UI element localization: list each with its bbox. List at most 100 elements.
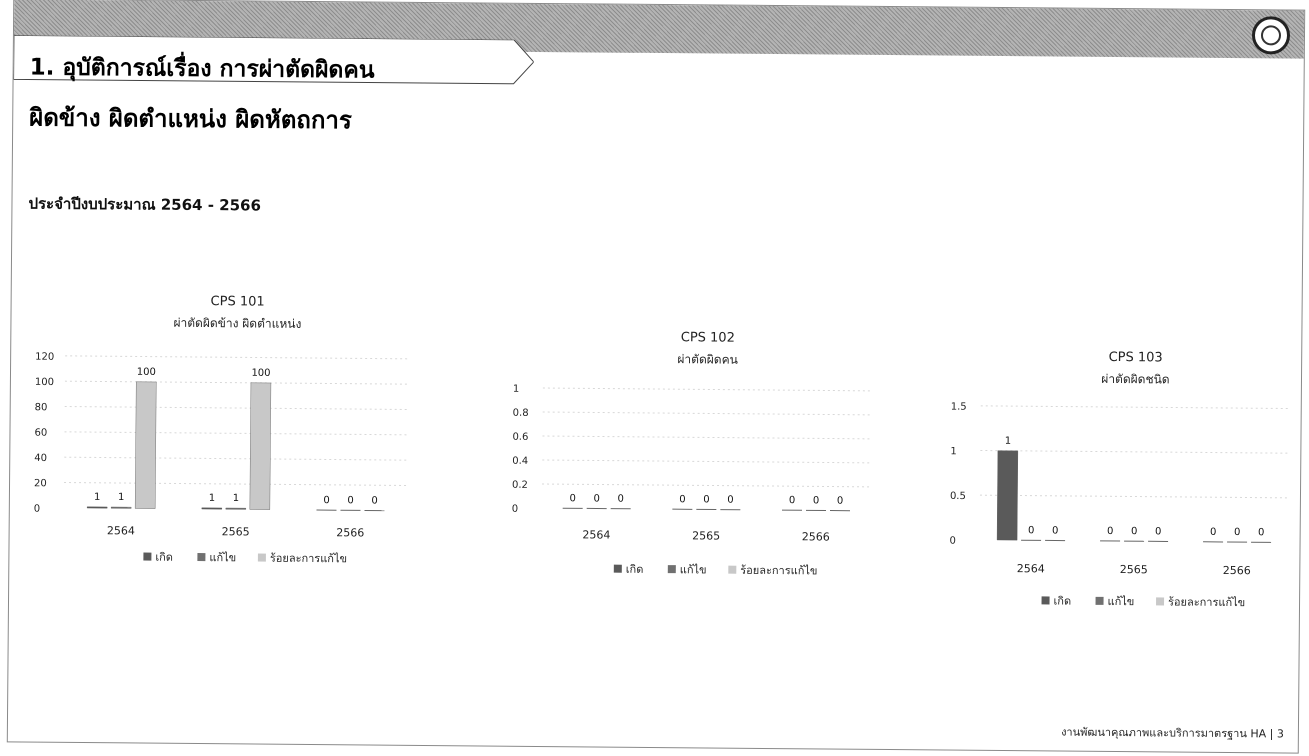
slide-title-line2: ผิดข้าง ผิดตำแหน่ง ผิดหัตถการ — [29, 103, 352, 135]
y-tick-label: 20 — [34, 478, 47, 489]
data-label: 0 — [570, 493, 576, 504]
chart-cps101: CPS 101 ผ่าตัดผิดข้าง ผิดตำแหน่ง 0 20 40 60 80… — [17, 285, 420, 588]
y-tick-label: 40 — [34, 453, 47, 464]
y-tick-label: 0.5 — [950, 491, 966, 502]
y-tick-label: 0.6 — [512, 432, 528, 443]
y-tick-label: 100 — [35, 377, 54, 388]
chart-subtitle: ผ่าตัดผิดชนิด — [1101, 372, 1169, 387]
chart-svg: CPS 101 ผ่าตัดผิดข้าง ผิดตำแหน่ง 0 20 40 60 80… — [34, 294, 410, 566]
data-label: 1 — [1005, 436, 1011, 447]
category-label: 2565 — [692, 529, 720, 542]
gridline — [64, 482, 409, 487]
legend-label: แก้ไข — [209, 551, 236, 564]
category-label: 2564 — [107, 524, 135, 537]
data-label: 0 — [1234, 527, 1240, 538]
data-label: 0 — [594, 493, 600, 504]
data-label: 0 — [1258, 527, 1264, 538]
legend-label: ร้อยละการแก้ไข — [740, 564, 817, 578]
gridline — [542, 483, 872, 488]
category-label: 2566 — [336, 526, 364, 539]
chart-subtitle: ผ่าตัดผิดข้าง ผิดตำแหน่ง — [173, 316, 301, 331]
bar — [86, 506, 108, 509]
gridline — [542, 387, 872, 392]
slide: 1. อุบัติการณ์เรื่อง การผ่าตัดผิดคน ผิดข… — [6, 0, 1306, 754]
slide-title-line1: 1. อุบัติการณ์เรื่อง การผ่าตัดผิดคน — [29, 54, 375, 84]
legend-label: เกิด — [155, 551, 173, 564]
chart-svg: CPS 103 ผ่าตัดผิดชนิด 0 0.5 1 1.5 1 0 0 2564 0 0 0 25… — [950, 350, 1290, 609]
legend-swatch — [1041, 596, 1050, 605]
gridline — [979, 494, 1289, 499]
bar — [249, 382, 272, 510]
data-label: 0 — [347, 495, 353, 506]
data-label: 1 — [233, 493, 239, 504]
bar — [110, 506, 132, 509]
gridline — [64, 406, 409, 411]
gridline — [542, 459, 872, 464]
data-label: 0 — [371, 496, 377, 507]
chart-svg: CPS 102 ผ่าตัดผิดคน 0 0.2 0.4 0.6 0.8 1 0 0 0 2564 0… — [512, 330, 872, 578]
slide-subtitle: ประจำปีงบประมาณ 2564 - 2566 — [28, 194, 262, 215]
legend-label: เกิด — [1053, 594, 1071, 607]
y-tick-label: 1 — [950, 446, 956, 457]
title-tab-shape — [13, 35, 534, 85]
data-label: 0 — [323, 495, 329, 506]
category-label: 2566 — [802, 530, 830, 543]
category-label: 2564 — [582, 528, 610, 541]
gridline — [980, 450, 1290, 454]
legend-swatch — [143, 552, 152, 561]
y-tick-label: 1.5 — [951, 402, 967, 413]
bar — [134, 381, 157, 509]
gridline — [542, 435, 872, 440]
y-tick-label: 80 — [35, 402, 48, 413]
chart-title: CPS 102 — [681, 330, 735, 345]
gridline — [64, 456, 409, 461]
data-label: 0 — [789, 495, 795, 506]
y-tick-label: 60 — [34, 428, 47, 439]
y-tick-label: 1 — [513, 384, 519, 395]
y-tick-label: 0 — [512, 504, 518, 515]
legend-label: ร้อยละการแก้ไข — [1168, 595, 1245, 609]
category-label: 2565 — [222, 525, 250, 538]
gridline — [64, 431, 409, 436]
gridline — [65, 355, 410, 360]
slide-footer: งานพัฒนาคุณภาพและบริการมาตรฐาน HA | 3 — [1061, 725, 1284, 741]
data-label: 0 — [1155, 526, 1161, 537]
data-label: 0 — [727, 495, 733, 506]
y-tick-label: 0.2 — [512, 480, 528, 491]
data-label: 100 — [251, 368, 270, 379]
data-label: 1 — [118, 492, 124, 503]
bar — [225, 507, 247, 510]
y-tick-label: 0.8 — [513, 408, 529, 419]
data-label: 0 — [1052, 525, 1058, 536]
data-label: 1 — [94, 492, 100, 503]
legend-swatch — [728, 565, 737, 574]
legend-swatch — [197, 553, 206, 562]
data-label: 0 — [618, 494, 624, 505]
title-tab — [13, 35, 534, 94]
chart-subtitle: ผ่าตัดผิดคน — [677, 352, 738, 367]
y-tick-label: 0 — [34, 504, 40, 515]
data-label: 1 — [209, 493, 215, 504]
data-label: 0 — [679, 494, 685, 505]
y-tick-label: 0 — [950, 536, 956, 547]
y-tick-label: 120 — [35, 352, 54, 363]
legend-label: ร้อยละการแก้ไข — [270, 552, 347, 566]
data-label: 0 — [1131, 526, 1137, 537]
data-label: 0 — [813, 495, 819, 506]
gridline — [542, 411, 872, 416]
data-label: 0 — [703, 494, 709, 505]
legend-swatch — [1095, 596, 1104, 605]
category-label: 2566 — [1223, 564, 1251, 577]
data-label: 0 — [1028, 525, 1034, 536]
legend-swatch — [1156, 597, 1165, 606]
data-label: 0 — [837, 496, 843, 507]
chart-cps103: CPS 103 ผ่าตัดผิดชนิด 0 0.5 1 1.5 1 0 0 2564 0 0 0 25… — [923, 343, 1295, 626]
legend-swatch — [257, 553, 266, 562]
data-label: 0 — [1107, 526, 1113, 537]
bar — [996, 450, 1019, 541]
y-tick-label: 0.4 — [512, 456, 528, 467]
bar — [201, 507, 223, 510]
gridline — [64, 380, 409, 385]
chart-title: CPS 103 — [1109, 350, 1163, 365]
gridline — [980, 405, 1290, 410]
